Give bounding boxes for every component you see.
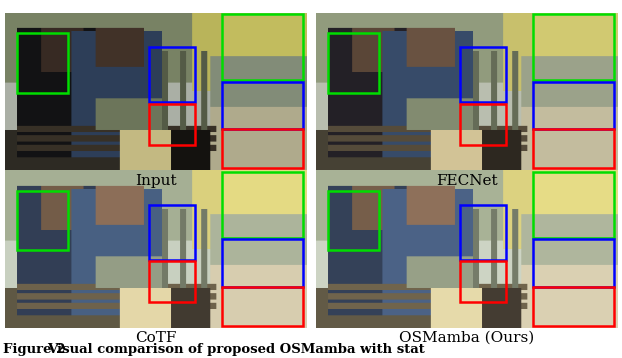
Bar [532, 14, 614, 80]
Text: Input: Input [135, 174, 176, 188]
Bar [460, 205, 506, 260]
Bar [328, 33, 379, 93]
Bar [221, 171, 303, 238]
Bar [532, 82, 614, 129]
Text: OSMamba (Ours): OSMamba (Ours) [399, 331, 534, 345]
Bar [532, 171, 614, 238]
Bar [221, 129, 303, 169]
Bar [149, 261, 195, 303]
Bar [460, 261, 506, 303]
Bar [221, 82, 303, 129]
Bar [221, 287, 303, 326]
Bar [532, 287, 614, 326]
Bar [149, 47, 195, 102]
Text: CoTF: CoTF [135, 331, 176, 345]
Bar [532, 129, 614, 169]
Text: Visual comparison of proposed OSMamba with stat: Visual comparison of proposed OSMamba wi… [47, 343, 424, 356]
Bar [17, 190, 68, 250]
Bar [532, 240, 614, 287]
Bar [17, 33, 68, 93]
Text: FECNet: FECNet [435, 174, 498, 188]
Bar [328, 190, 379, 250]
Bar [221, 14, 303, 80]
Bar [149, 205, 195, 260]
Bar [149, 104, 195, 145]
Bar [221, 240, 303, 287]
Bar [460, 47, 506, 102]
Bar [460, 104, 506, 145]
Text: Figure 2: Figure 2 [3, 343, 65, 356]
